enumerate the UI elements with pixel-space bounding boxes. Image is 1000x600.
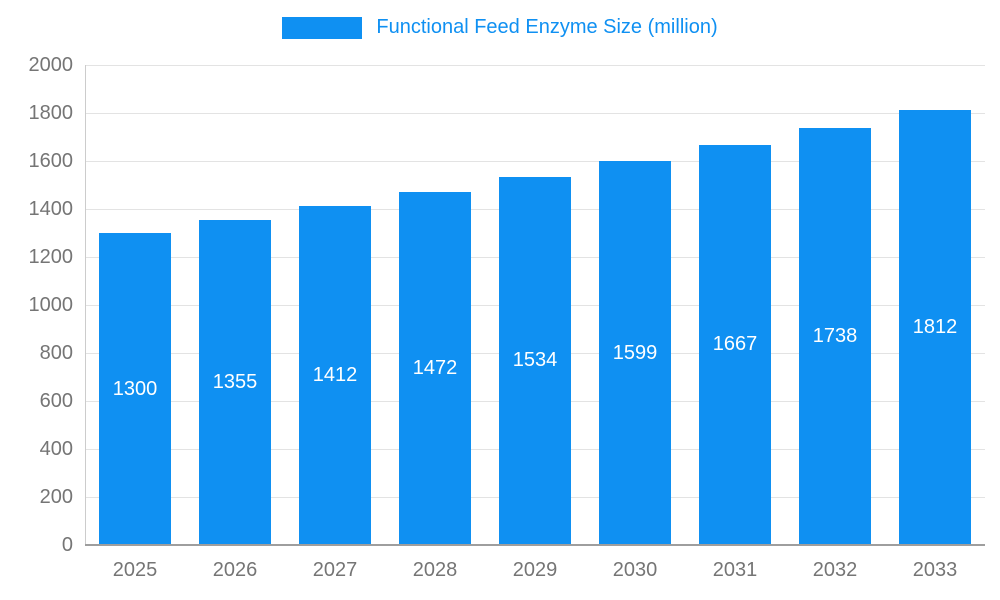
y-axis-tick-label: 0 [61,534,73,556]
bar-2030[interactable]: 1599 [599,161,671,545]
gridline [85,160,985,162]
legend-swatch[interactable] [282,16,363,39]
gridline [85,112,985,114]
y-axis-tick-label: 1200 [28,246,74,268]
y-axis-tick-label: 800 [39,342,73,364]
bar-2031[interactable]: 1667 [699,144,771,545]
x-axis-tick-label: 2031 [712,559,758,581]
x-axis-tick-label: 2033 [912,559,958,581]
gridline [85,64,985,66]
bar-2028[interactable]: 1472 [399,191,471,545]
y-axis-tick-label: 2000 [28,54,74,76]
y-axis-tick-label: 1600 [28,150,74,172]
x-axis-tick-label: 2026 [212,559,258,581]
bar-value-label: 1412 [312,364,358,387]
y-axis-tick-label: 1800 [28,102,74,124]
y-axis-tick-label: 600 [39,390,73,412]
y-axis-line [85,65,86,545]
x-axis-tick-label: 2030 [612,559,658,581]
x-axis-tick-label: 2025 [112,559,158,581]
legend: Functional Feed Enzyme Size (million) [0,16,1000,39]
bar-2025[interactable]: 1300 [99,233,171,545]
y-axis-tick-label: 1000 [28,294,74,316]
bar-value-label: 1667 [712,333,758,356]
bar-value-label: 1355 [212,370,258,393]
bar-2032[interactable]: 1738 [799,127,871,545]
bar-2029[interactable]: 1534 [499,176,571,545]
x-axis-tick-label: 2029 [512,559,558,581]
y-axis-tick-label: 400 [39,438,73,460]
bar-value-label: 1599 [612,341,658,364]
bar-value-label: 1472 [412,356,458,379]
bar-2027[interactable]: 1412 [299,206,371,545]
bar-2033[interactable]: 1812 [899,110,971,545]
y-axis-tick-label: 200 [39,486,73,508]
x-axis-tick-label: 2028 [412,559,458,581]
bar-value-label: 1738 [812,324,858,347]
x-axis-tick-label: 2032 [812,559,858,581]
bar-value-label: 1812 [912,316,958,339]
chart-title: Functional Feed Enzyme Size (million) [376,16,718,38]
bar-value-label: 1300 [112,377,158,400]
bar-2026[interactable]: 1355 [199,219,271,545]
x-axis-line [85,544,985,546]
bar-value-label: 1534 [512,349,558,372]
x-axis-tick-label: 2027 [312,559,358,581]
y-axis-tick-label: 1400 [28,198,74,220]
